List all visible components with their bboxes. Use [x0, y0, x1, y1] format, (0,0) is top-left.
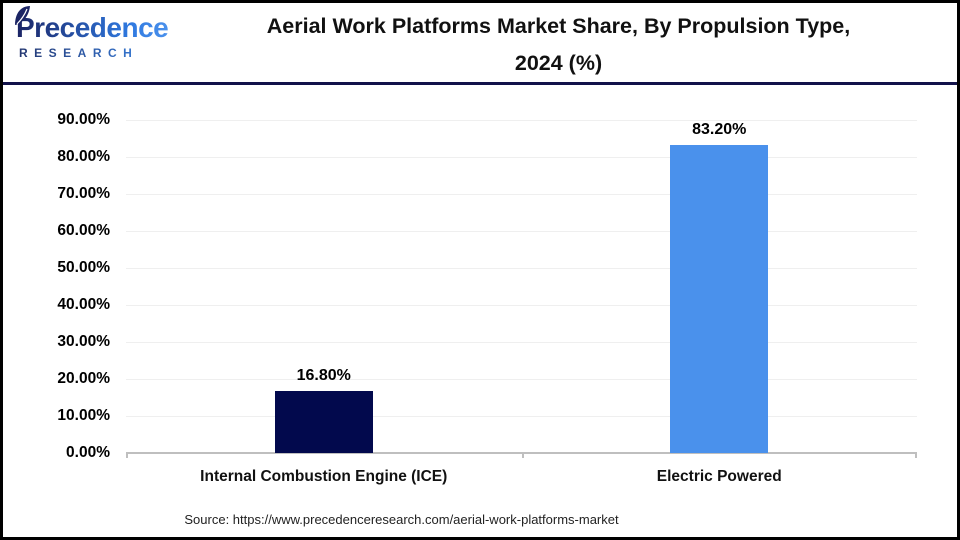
y-axis-labels: 0.00% 10.00% 20.00% 30.00% 40.00% 50.00% 60.00… — [3, 111, 112, 461]
header-divider — [3, 82, 957, 85]
y-axis-label: 10.00% — [57, 407, 110, 424]
y-axis-label: 20.00% — [57, 370, 110, 387]
source-note: Source: https://www.precedenceresearch.c… — [184, 512, 619, 527]
gridline — [126, 119, 917, 121]
axis-tick — [521, 453, 524, 458]
gridline — [126, 267, 917, 269]
brand-subtitle: RESEARCH — [16, 46, 168, 60]
y-axis-label: 80.00% — [57, 148, 110, 165]
gridline — [126, 378, 917, 380]
y-axis-label: 0.00% — [66, 444, 110, 461]
bar — [274, 390, 373, 453]
y-axis-label: 30.00% — [57, 333, 110, 350]
axis-tick — [126, 453, 128, 458]
chart-title: Aerial Work Platforms Market Share, By P… — [165, 8, 952, 82]
chart-title-line1: Aerial Work Platforms Market Share, By P… — [266, 14, 851, 38]
y-axis-label: 90.00% — [57, 111, 110, 128]
x-axis-label: Internal Combustion Engine (ICE) — [200, 468, 448, 485]
y-axis-label: 50.00% — [57, 259, 110, 276]
leaf-icon — [15, 6, 30, 25]
x-axis-labels: Internal Combustion Engine (ICE) Electric… — [126, 462, 917, 488]
brand-name: Precedence — [16, 12, 169, 43]
gridline — [126, 341, 917, 343]
y-axis-label: 70.00% — [57, 185, 110, 202]
gridline — [126, 230, 917, 232]
plot-area: 16.80% 83.20% — [126, 119, 917, 458]
gridline — [126, 415, 917, 417]
x-axis-label: Electric Powered — [656, 468, 782, 485]
gridline — [126, 304, 917, 306]
bar-value-label: 83.20% — [692, 121, 747, 139]
y-axis-label: 60.00% — [57, 222, 110, 239]
y-axis-label: 40.00% — [57, 296, 110, 313]
chart-title-line2: 2024 (%) — [514, 51, 603, 75]
gridline — [126, 156, 917, 158]
bar-value-label: 16.80% — [296, 366, 351, 384]
brand-logo: Precedence RESEARCH — [15, 6, 169, 60]
gridline — [126, 193, 917, 195]
axis-tick — [915, 453, 917, 458]
bar — [670, 145, 769, 453]
